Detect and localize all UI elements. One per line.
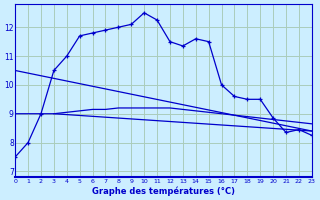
X-axis label: Graphe des températures (°C): Graphe des températures (°C) xyxy=(92,186,235,196)
